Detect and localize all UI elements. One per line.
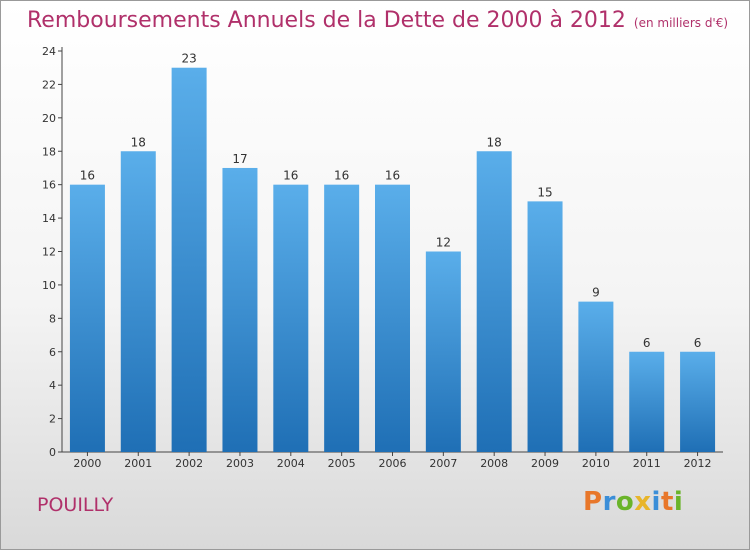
chart-title: Remboursements Annuels de la Dette de 20…	[27, 8, 728, 33]
x-tick-label: 2001	[124, 457, 152, 470]
town-name: POUILLY	[37, 494, 114, 516]
y-tick-label: 16	[42, 179, 56, 192]
y-tick-label: 8	[49, 312, 56, 325]
x-tick-label: 2010	[582, 457, 610, 470]
logo-letter: i	[651, 487, 661, 517]
x-tick-label: 2012	[684, 457, 712, 470]
logo-letter: t	[660, 487, 674, 517]
logo-letter: P	[583, 487, 603, 517]
logo-letter: x	[634, 487, 652, 517]
bar-value-label: 17	[232, 152, 247, 166]
bar	[69, 184, 105, 452]
bar	[171, 67, 207, 452]
bar-value-label: 18	[487, 135, 502, 149]
y-tick-label: 18	[42, 145, 56, 158]
bar	[527, 201, 563, 452]
bar	[375, 184, 410, 452]
x-tick-label: 2011	[633, 457, 661, 470]
y-tick-label: 2	[49, 413, 56, 426]
bar-value-label: 15	[537, 185, 552, 199]
bar-value-label: 16	[385, 169, 400, 183]
y-tick-label: 6	[49, 346, 56, 359]
bar	[476, 151, 512, 452]
y-tick-label: 14	[42, 212, 56, 225]
x-tick-label: 2000	[73, 457, 101, 470]
bar	[425, 251, 461, 452]
bar	[222, 167, 258, 453]
x-tick-label: 2009	[531, 457, 559, 470]
bar-value-label: 18	[131, 135, 146, 149]
chart-title-main: Remboursements Annuels de la Dette de 20…	[27, 8, 626, 33]
y-tick-label: 4	[49, 379, 56, 392]
bar-value-label: 9	[592, 286, 600, 300]
bar	[680, 351, 716, 452]
y-tick-label: 22	[42, 78, 56, 91]
y-tick-label: 10	[42, 279, 56, 292]
y-tick-label: 12	[42, 246, 56, 259]
x-tick-label: 2004	[277, 457, 305, 470]
bar	[578, 301, 614, 452]
bar	[120, 151, 156, 452]
bar	[629, 351, 665, 452]
x-tick-label: 2005	[328, 457, 356, 470]
bar-value-label: 16	[283, 169, 298, 183]
y-tick-label: 24	[42, 45, 56, 58]
x-tick-label: 2006	[379, 457, 407, 470]
x-tick-label: 2003	[226, 457, 254, 470]
logo-letter: r	[602, 487, 616, 517]
logo-letter: i	[673, 487, 684, 517]
chart-unit-note: (en milliers d'€)	[633, 16, 729, 30]
proxiti-logo: Proxiti	[583, 487, 683, 517]
bar	[324, 184, 360, 452]
x-tick-label: 2008	[480, 457, 508, 470]
bar-value-label: 12	[436, 236, 451, 250]
logo-letter: o	[615, 487, 635, 517]
x-tick-label: 2002	[175, 457, 203, 470]
bar-value-label: 23	[181, 52, 196, 66]
bar-value-label: 16	[80, 169, 95, 183]
y-tick-label: 0	[49, 446, 56, 459]
y-tick-label: 20	[42, 112, 56, 125]
bar-value-label: 16	[334, 169, 349, 183]
x-tick-label: 2007	[429, 457, 457, 470]
bar	[273, 184, 309, 452]
bar-value-label: 6	[643, 336, 651, 350]
bar-value-label: 6	[694, 336, 702, 350]
